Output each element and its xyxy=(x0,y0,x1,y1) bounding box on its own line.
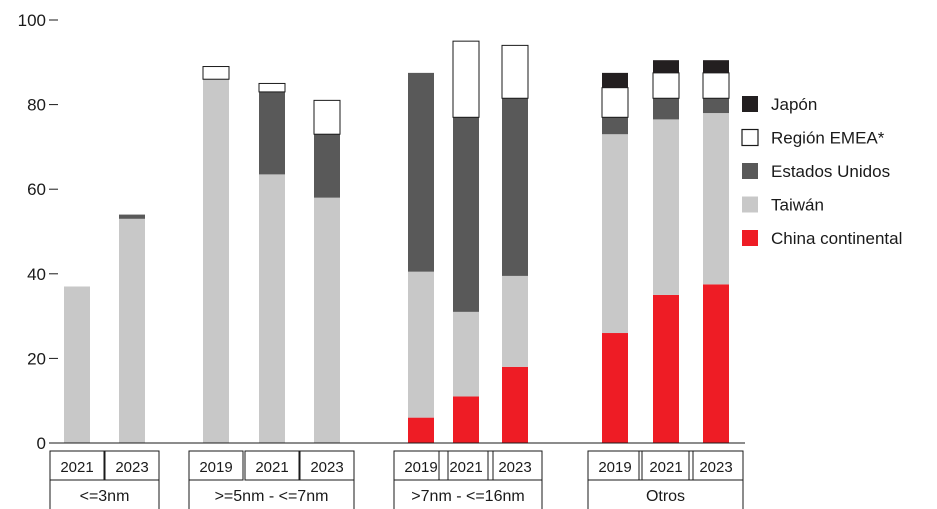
year-label-3nm-2021: 2021 xyxy=(60,459,93,476)
bar-otros-2023-estados-unidos xyxy=(703,98,729,114)
bar-otros-2021-china-continental xyxy=(653,294,679,443)
legend-swatch-taiw-n xyxy=(742,196,758,213)
bar-5nm-7nm-2023-estados-unidos xyxy=(314,134,340,198)
bar-5nm-7nm-2019-taiw-n xyxy=(203,79,229,443)
bar-7nm-16nm-2023-taiw-n xyxy=(502,275,528,367)
bar-5nm-7nm-2023-regi-n-emea xyxy=(313,99,341,135)
bar-7nm-16nm-2023-china-continental xyxy=(502,366,528,443)
year-cell-3nm-2021 xyxy=(49,450,105,481)
year-label-otros-2019: 2019 xyxy=(598,459,631,476)
legend-label-china-continental: China continental xyxy=(771,229,902,248)
year-cell-7nm-16nm-2023 xyxy=(487,450,543,481)
bar-otros-2023-regi-n-emea xyxy=(702,72,730,99)
legend-label-estados-unidos: Estados Unidos xyxy=(771,162,890,181)
bar-7nm-16nm-2019-china-continental xyxy=(408,417,434,443)
bar-otros-2021-jap-n xyxy=(653,60,679,73)
legend-swatch-regi-n-emea xyxy=(741,128,759,147)
legend-label-regi-n-emea: Región EMEA* xyxy=(771,129,885,148)
group-label-3nm: <=3nm xyxy=(80,488,130,505)
bar-otros-2019-estados-unidos xyxy=(602,117,628,135)
group-label-5nm-7nm: >=5nm - <=7nm xyxy=(215,488,329,505)
bar-7nm-16nm-2023-regi-n-emea xyxy=(501,44,529,99)
year-label-7nm-16nm-2019: 2019 xyxy=(404,459,437,476)
group-label-7nm-16nm: >7nm - <=16nm xyxy=(411,488,524,505)
bar-5nm-7nm-2023-taiw-n xyxy=(314,197,340,443)
bar-5nm-7nm-2021-estados-unidos xyxy=(259,91,285,175)
y-tick-label-40: 40 xyxy=(27,265,46,284)
bar-otros-2021-taiw-n xyxy=(653,119,679,295)
bar-otros-2023-jap-n xyxy=(703,60,729,73)
y-tick-label-20: 20 xyxy=(27,349,46,368)
year-label-3nm-2023: 2023 xyxy=(115,459,148,476)
bar-7nm-16nm-2019-taiw-n xyxy=(408,271,434,418)
legend-swatch-jap-n xyxy=(742,96,758,112)
year-cell-otros-2023 xyxy=(688,450,744,481)
legend-label-jap-n: Japón xyxy=(771,95,817,114)
bar-7nm-16nm-2021-china-continental xyxy=(453,396,479,443)
bar-7nm-16nm-2019-estados-unidos xyxy=(408,72,434,272)
bar-3nm-2023-estados-unidos xyxy=(119,214,145,219)
bar-7nm-16nm-2021-regi-n-emea xyxy=(452,40,480,118)
year-label-5nm-7nm-2019: 2019 xyxy=(199,459,232,476)
year-label-7nm-16nm-2023: 2023 xyxy=(498,459,531,476)
year-cell-5nm-7nm-2019 xyxy=(188,450,244,481)
year-label-5nm-7nm-2021: 2021 xyxy=(255,459,288,476)
year-label-otros-2023: 2023 xyxy=(699,459,732,476)
bar-otros-2019-taiw-n xyxy=(602,134,628,334)
bar-7nm-16nm-2021-taiw-n xyxy=(453,311,479,397)
year-label-otros-2021: 2021 xyxy=(649,459,682,476)
y-tick-label-0: 0 xyxy=(37,434,46,453)
bar-5nm-7nm-2019-regi-n-emea xyxy=(202,66,230,80)
bar-otros-2023-china-continental xyxy=(703,284,729,443)
legend-swatch-estados-unidos xyxy=(742,163,758,179)
bar-otros-2021-estados-unidos xyxy=(653,98,679,120)
y-tick-label-80: 80 xyxy=(27,96,46,115)
legend-swatch-china-continental xyxy=(742,230,758,246)
y-tick-label-60: 60 xyxy=(27,180,46,199)
year-label-7nm-16nm-2021: 2021 xyxy=(449,459,482,476)
year-label-5nm-7nm-2023: 2023 xyxy=(310,459,343,476)
year-cell-otros-2019 xyxy=(587,450,643,481)
year-cell-3nm-2023 xyxy=(104,450,160,481)
bar-7nm-16nm-2023-estados-unidos xyxy=(502,98,528,276)
bar-otros-2019-china-continental xyxy=(602,333,628,443)
bar-3nm-2023-taiw-n xyxy=(119,218,145,443)
y-tick-label-100: 100 xyxy=(18,11,46,30)
bar-otros-2021-regi-n-emea xyxy=(652,72,680,99)
year-cell-5nm-7nm-2023 xyxy=(299,450,355,481)
year-cell-otros-2021 xyxy=(638,450,694,481)
bar-7nm-16nm-2021-estados-unidos xyxy=(453,117,479,312)
year-cell-7nm-16nm-2019 xyxy=(393,450,449,481)
year-cell-7nm-16nm-2021 xyxy=(438,450,494,481)
x-axis: 2021 2023 <=3nm 2019 2021 2023 >=5nm - <=7nm 20… xyxy=(49,442,745,509)
bar-3nm-2021-taiw-n xyxy=(64,286,90,443)
year-cell-5nm-7nm-2021 xyxy=(244,450,300,481)
bar-otros-2023-taiw-n xyxy=(703,113,729,285)
bars xyxy=(64,40,730,443)
legend: Japón Región EMEA* Estados Unidos Taiwán Chi… xyxy=(741,95,902,248)
y-axis: 0 20 40 60 80 100 xyxy=(18,11,58,453)
legend-label-taiw-n: Taiwán xyxy=(771,196,824,215)
bar-5nm-7nm-2021-taiw-n xyxy=(259,174,285,443)
bar-5nm-7nm-2021-regi-n-emea xyxy=(258,82,286,93)
bar-otros-2019-jap-n xyxy=(602,72,628,88)
group-label-otros: Otros xyxy=(646,488,685,505)
bar-otros-2019-regi-n-emea xyxy=(601,87,629,118)
